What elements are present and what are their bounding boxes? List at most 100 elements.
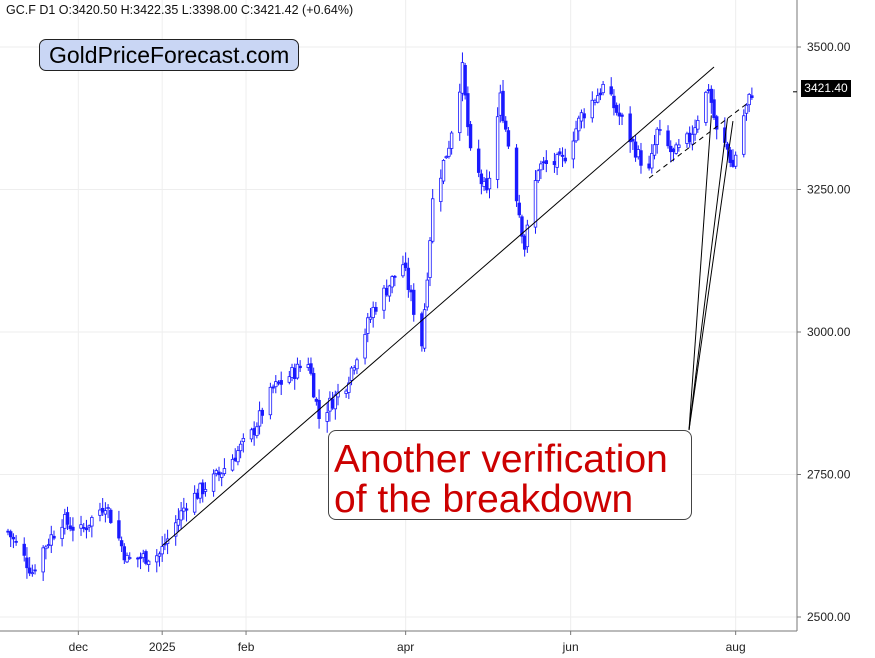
candle-body xyxy=(479,173,484,185)
candle-body xyxy=(52,535,56,539)
candle-body xyxy=(666,130,670,147)
candle-body xyxy=(176,518,181,526)
candle-body xyxy=(146,560,151,565)
candle-body xyxy=(260,409,264,416)
candle-body xyxy=(41,547,45,573)
candle-body xyxy=(522,235,527,250)
candle-body xyxy=(293,367,297,380)
candle-body xyxy=(355,359,359,370)
candle-body xyxy=(715,116,719,130)
candle-body xyxy=(487,177,492,190)
candles-group xyxy=(6,52,754,581)
candle-body xyxy=(100,507,105,513)
candle-body xyxy=(371,306,375,318)
candle-body xyxy=(533,180,538,228)
candle-body xyxy=(498,92,503,116)
candle-body xyxy=(590,99,594,119)
candle-body xyxy=(504,120,508,130)
y-tick-label: 2500.00 xyxy=(807,610,851,624)
candle-body xyxy=(87,525,91,528)
candle-body xyxy=(276,381,281,384)
candle-body xyxy=(144,551,148,564)
candle-body xyxy=(274,381,278,388)
candle-body xyxy=(363,334,367,359)
candle-body xyxy=(344,390,348,394)
candle-body xyxy=(11,536,16,540)
candle-body xyxy=(290,367,294,378)
candle-body xyxy=(655,128,659,145)
candle-body xyxy=(409,289,413,293)
candle-body xyxy=(219,473,224,478)
candle-body xyxy=(192,492,197,513)
candle-body xyxy=(233,457,237,461)
candle-body xyxy=(195,492,200,499)
candle-body xyxy=(501,90,505,122)
candle-body xyxy=(482,180,486,187)
candle-body xyxy=(552,161,557,165)
candle-body xyxy=(138,556,143,559)
candle-body xyxy=(577,117,581,132)
callout-pointer-line xyxy=(688,118,729,431)
candle-body xyxy=(560,154,565,157)
annotation-line-1: Another verification xyxy=(334,438,668,481)
candle-body xyxy=(685,133,689,144)
y-tick-label: 3500.00 xyxy=(807,40,851,54)
candle-body xyxy=(68,525,72,530)
candle-body xyxy=(403,262,408,268)
candle-body xyxy=(311,373,316,398)
candle-body xyxy=(422,309,427,349)
candle-body xyxy=(106,507,110,509)
candle-body xyxy=(79,524,83,529)
candle-body xyxy=(136,557,140,560)
candle-body xyxy=(90,517,94,527)
candle-body xyxy=(255,426,259,436)
candle-body xyxy=(671,148,676,152)
candle-body xyxy=(84,527,89,531)
candle-body xyxy=(352,367,356,371)
callout-pointer-line xyxy=(688,115,712,431)
candle-body xyxy=(690,133,695,145)
candle-body xyxy=(460,62,465,94)
candle-body xyxy=(733,154,738,167)
dashed-retest-line xyxy=(648,103,747,179)
candle-body xyxy=(458,91,462,134)
candle-body xyxy=(287,376,292,383)
candle-body xyxy=(558,151,562,155)
candle-body xyxy=(128,557,132,559)
candle-body xyxy=(693,127,697,135)
candle-body xyxy=(712,99,716,119)
candle-body xyxy=(33,569,37,572)
candle-body xyxy=(704,91,708,123)
candle-body xyxy=(571,140,576,160)
candle-body xyxy=(650,153,654,169)
candle-body xyxy=(268,386,273,416)
candle-body xyxy=(563,157,567,162)
candle-body xyxy=(122,546,127,561)
candle-body xyxy=(241,438,246,443)
candle-body xyxy=(485,178,489,191)
candle-body xyxy=(441,160,446,182)
candle-body xyxy=(617,112,622,117)
callout-pointer-line xyxy=(688,121,734,431)
candle-body xyxy=(306,364,310,368)
candle-body xyxy=(476,148,481,173)
candle-body xyxy=(636,149,640,158)
candle-body xyxy=(230,458,235,471)
candle-body xyxy=(393,275,397,278)
candle-body xyxy=(252,428,256,436)
candle-body xyxy=(731,159,735,167)
candle-body xyxy=(555,154,559,168)
ohlc-header: GC.F D1 O:3420.50 H:3422.35 L:3398.00 C:… xyxy=(6,3,354,17)
candle-body xyxy=(366,317,370,334)
candle-body xyxy=(44,546,48,550)
candle-body xyxy=(579,112,584,122)
candle-body xyxy=(295,363,300,379)
candle-body xyxy=(725,143,730,150)
candle-body xyxy=(182,507,186,512)
candle-body xyxy=(525,224,530,248)
brand-logo-badge: GoldPriceForecast.com xyxy=(39,39,300,71)
candle-body xyxy=(639,150,643,166)
candle-body xyxy=(412,289,416,315)
candle-body xyxy=(633,141,638,158)
